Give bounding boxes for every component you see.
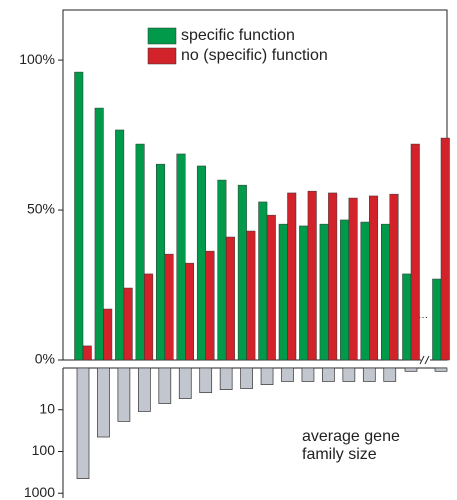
bar [94, 107, 104, 361]
bar [178, 367, 192, 399]
bar [217, 179, 227, 361]
bar [76, 367, 90, 479]
bar [82, 345, 92, 361]
bar [115, 129, 125, 361]
bar [307, 190, 317, 361]
bar [97, 367, 110, 438]
annotation: average gene [302, 428, 400, 445]
bar [410, 143, 420, 361]
bar [381, 223, 390, 361]
bar [383, 367, 397, 382]
y-tick-label: 10 [39, 400, 55, 416]
bar [164, 253, 174, 361]
bar [240, 367, 253, 389]
bar [205, 250, 215, 361]
bar [138, 367, 151, 412]
break-dots: ⋯ [418, 313, 428, 324]
bar [301, 367, 315, 382]
y-tick-label: 100% [19, 51, 55, 67]
y-tick-label: 50% [27, 201, 55, 217]
bar [158, 367, 172, 404]
bar [74, 71, 84, 361]
legend-label: no (specific) function [181, 47, 328, 64]
bar [369, 195, 379, 361]
bar [360, 221, 370, 361]
bar [196, 165, 206, 361]
legend-label: specific function [181, 27, 295, 44]
legend-swatch [147, 47, 177, 65]
bar [281, 367, 294, 382]
y-tick-label: 1000 [24, 484, 55, 500]
bar [266, 214, 276, 361]
bar [219, 367, 233, 390]
bar [402, 273, 412, 361]
bar [260, 367, 274, 385]
bar [322, 367, 335, 382]
bar [278, 223, 288, 361]
y-tick-label: 100 [32, 442, 56, 458]
bar [176, 153, 186, 361]
bar [103, 308, 113, 361]
bar [185, 262, 194, 361]
bar [287, 192, 297, 361]
bar [340, 219, 350, 361]
bar [258, 201, 268, 361]
bar [237, 184, 247, 361]
legend-swatch [147, 27, 177, 45]
bar [299, 225, 309, 361]
axis-break-gap [421, 357, 430, 363]
bar [144, 273, 154, 361]
bar [225, 236, 235, 361]
bar [342, 367, 356, 382]
legend: specific function no (specific) function [147, 27, 328, 65]
bar [404, 367, 418, 372]
bar [440, 137, 450, 361]
annotation: family size [302, 446, 377, 463]
axis-break [424, 355, 430, 365]
bar [328, 192, 338, 361]
bar [362, 367, 376, 382]
axis-break [419, 355, 425, 365]
bar [135, 143, 145, 361]
bar [389, 193, 399, 361]
y-tick-label: 0% [35, 351, 55, 367]
bar [319, 223, 329, 361]
bar [434, 367, 448, 372]
bar [246, 230, 256, 361]
bar [432, 278, 442, 361]
bar [156, 163, 166, 361]
bar [348, 197, 358, 361]
bar [123, 287, 133, 361]
bar [117, 367, 131, 422]
bar [199, 367, 213, 394]
